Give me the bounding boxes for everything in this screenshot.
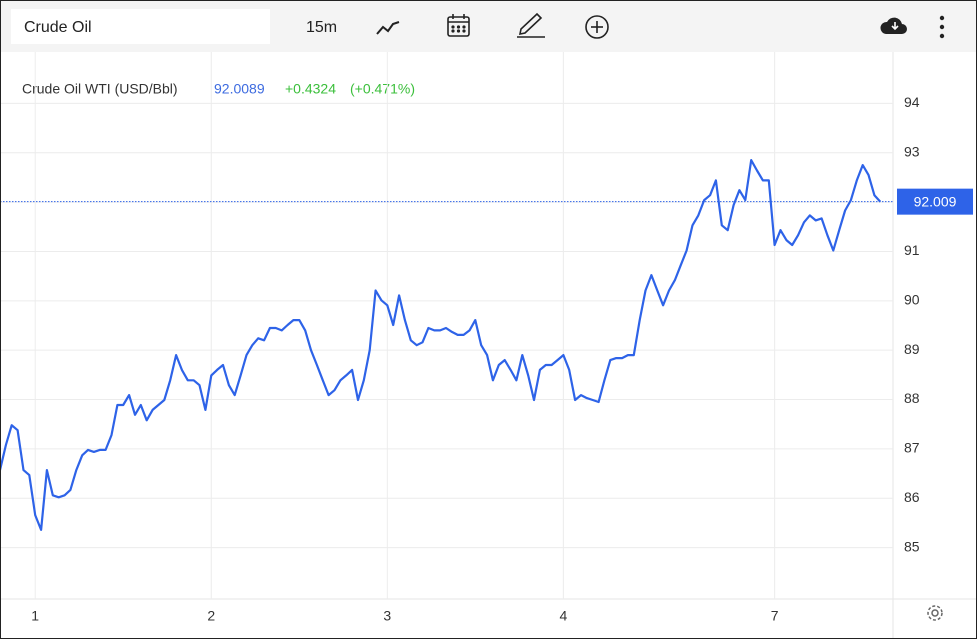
draw-icon[interactable] [517,12,545,38]
legend-change: +0.4324 [285,81,336,97]
x-tick-label: 2 [207,608,215,624]
settings-icon[interactable] [927,605,943,621]
price-line [0,159,882,531]
symbol-search[interactable] [11,9,270,44]
calendar-icon[interactable] [447,14,470,37]
interval-button[interactable]: 15m [306,19,337,36]
legend-change-percent: (+0.471%) [350,81,415,97]
y-tick-label: 85 [904,538,920,554]
symbol-text[interactable]: Crude Oil [24,19,92,36]
x-tick-label: 3 [383,608,391,624]
legend-last: 92.0089 [214,81,265,97]
x-tick-label: 7 [771,608,779,624]
menu-icon[interactable] [939,15,945,39]
x-tick-label: 4 [559,608,567,624]
y-tick-label: 89 [904,341,920,357]
y-tick-label: 88 [904,390,920,406]
y-tick-label: 87 [904,440,920,456]
y-tick-label: 86 [904,489,920,505]
plot: 858687888990919293941234792.009 [0,52,977,639]
legend-name: Crude Oil WTI (USD/Bbl) [22,81,178,97]
last-price-label: 92.009 [914,193,957,209]
x-tick-label: 1 [31,608,39,624]
add-icon[interactable] [585,15,609,39]
last-price-tag [897,188,973,215]
y-tick-label: 90 [904,292,920,308]
y-tick-label: 93 [904,143,920,159]
chart-type-icon[interactable] [376,21,400,35]
download-icon[interactable] [880,17,907,34]
y-tick-label: 91 [904,242,920,258]
y-tick-label: 94 [904,94,920,110]
